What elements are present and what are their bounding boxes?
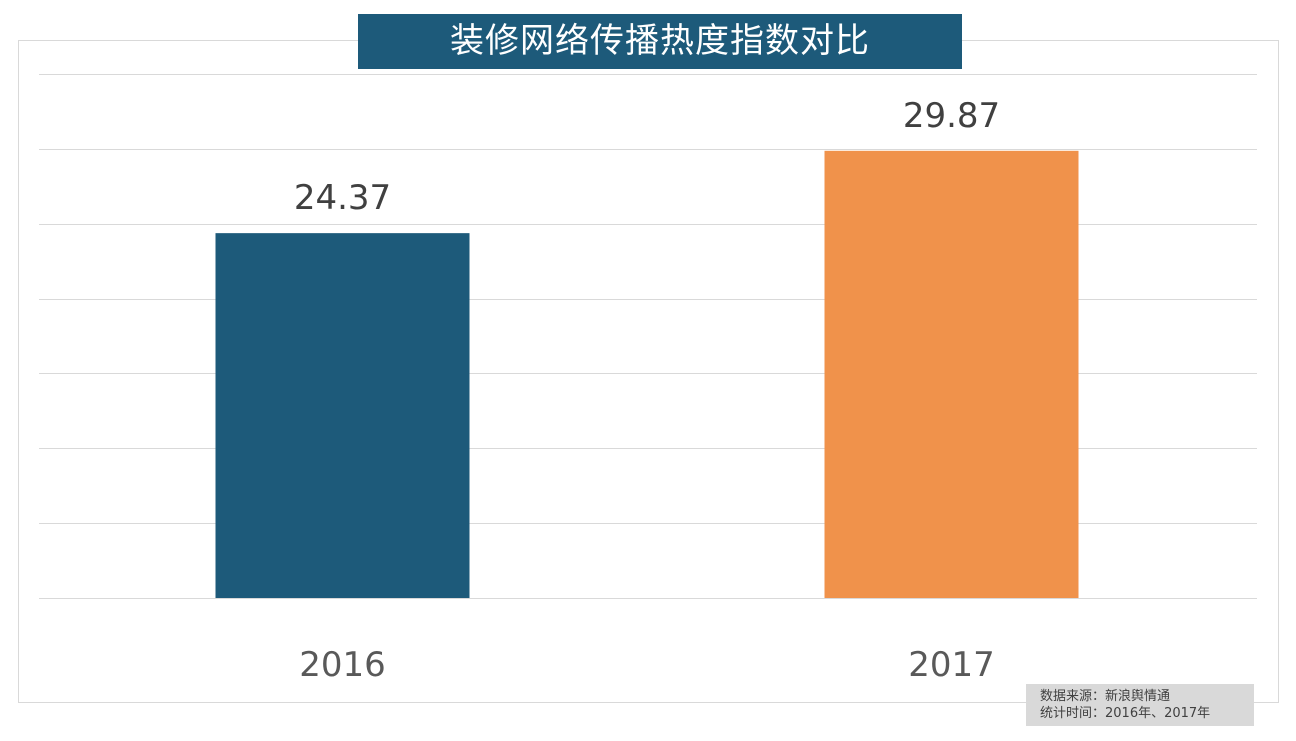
data-label: 24.37 xyxy=(294,178,391,218)
source-line: 数据来源：新浪舆情通 xyxy=(1040,689,1171,704)
bar-2017 xyxy=(824,150,1079,599)
chart-title: 装修网络传播热度指数对比 xyxy=(358,14,962,69)
data-label: 29.87 xyxy=(903,96,1000,136)
x-tick-label: 2017 xyxy=(908,645,995,685)
bar-2016 xyxy=(215,233,470,598)
source-note: 数据来源：新浪舆情通 统计时间：2016年、2017年 xyxy=(1026,684,1254,726)
time-range-line: 统计时间：2016年、2017年 xyxy=(1040,706,1211,721)
x-tick-label: 2016 xyxy=(299,645,386,685)
